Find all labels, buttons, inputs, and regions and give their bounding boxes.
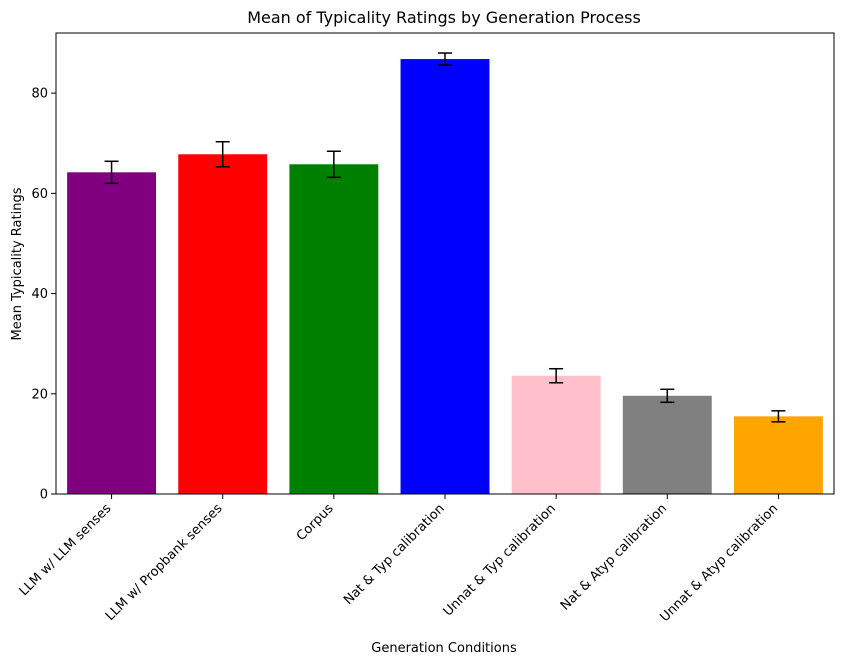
bar (67, 172, 157, 494)
x-axis-label: Generation Conditions (371, 641, 517, 656)
x-tick-label: Nat & Atyp calibration (558, 501, 670, 613)
bar (289, 164, 379, 494)
y-tick-label: 0 (40, 488, 48, 503)
bar (622, 395, 712, 494)
bar (733, 416, 823, 494)
y-tick-label: 80 (31, 87, 48, 102)
chart-title: Mean of Typicality Ratings by Generation… (247, 8, 641, 27)
y-tick-label: 20 (31, 387, 48, 402)
x-tick-label: LLM w/ Propbank senses (103, 501, 226, 624)
x-tick-label: Unnat & Atyp calibration (657, 501, 781, 625)
x-tick-label: LLM w/ LLM senses (17, 501, 115, 599)
bar (400, 59, 490, 495)
x-tick-label: Nat & Typ calibration (341, 501, 448, 608)
y-tick-label: 60 (31, 187, 48, 202)
bar (178, 154, 268, 494)
x-tick-label: Corpus (294, 501, 337, 544)
bar (511, 375, 601, 494)
x-tick-label: Unnat & Typ calibration (441, 501, 559, 619)
y-tick-label: 40 (31, 287, 48, 302)
y-axis-label: Mean Typicality Ratings (10, 187, 25, 340)
